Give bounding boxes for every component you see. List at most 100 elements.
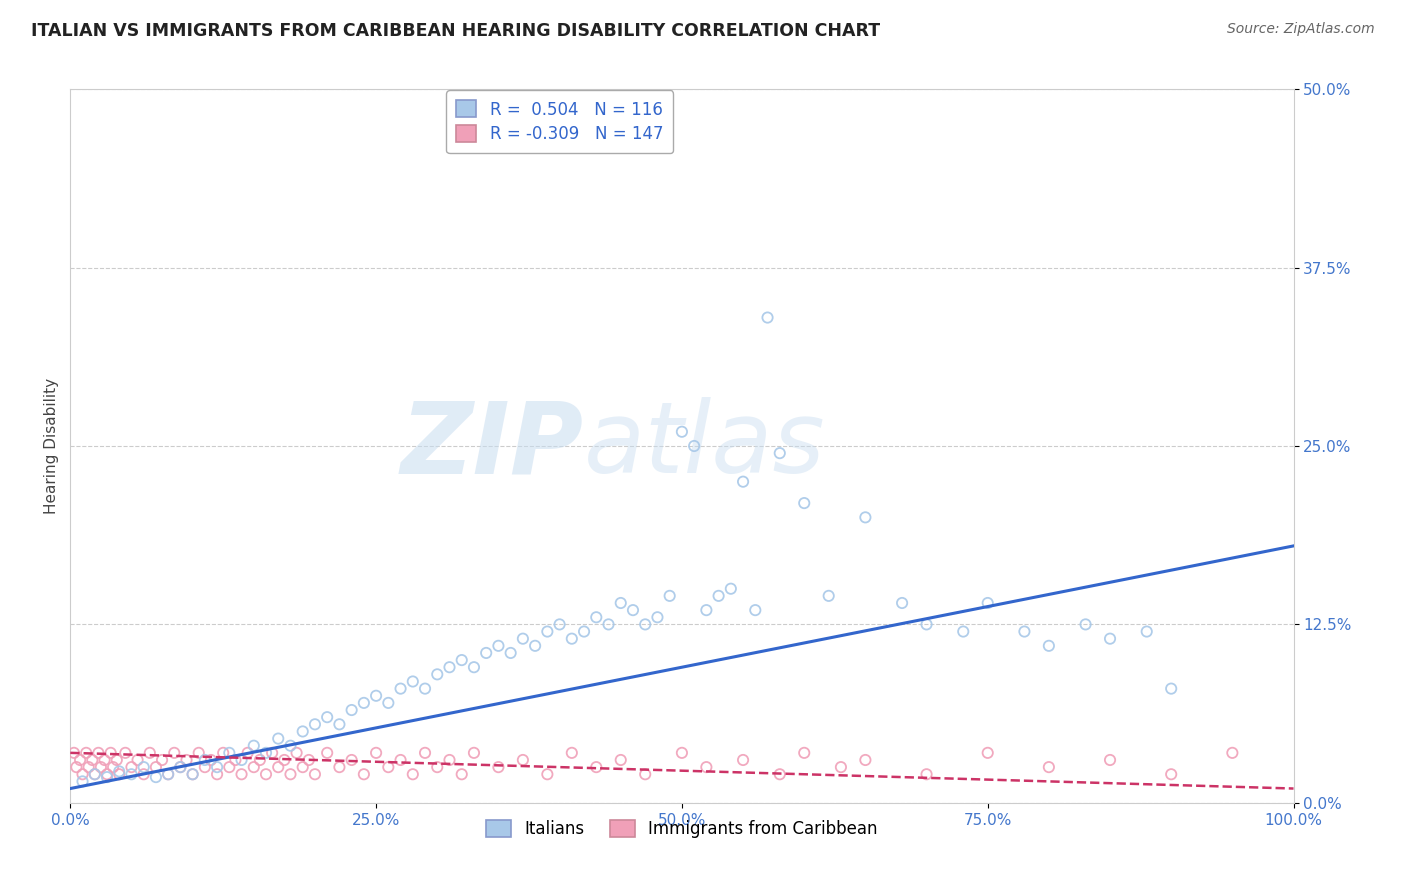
Point xyxy=(236,746,259,760)
Point xyxy=(450,653,472,667)
Point xyxy=(291,724,314,739)
Point xyxy=(610,596,633,610)
Point xyxy=(548,617,571,632)
Point xyxy=(218,760,240,774)
Point xyxy=(72,774,94,789)
Text: Source: ZipAtlas.com: Source: ZipAtlas.com xyxy=(1227,22,1375,37)
Point xyxy=(1220,746,1243,760)
Text: atlas: atlas xyxy=(583,398,825,494)
Point xyxy=(720,582,742,596)
Point xyxy=(512,753,534,767)
Point xyxy=(163,746,186,760)
Point xyxy=(1038,639,1060,653)
Point xyxy=(145,760,167,774)
Point xyxy=(101,760,124,774)
Point xyxy=(243,739,266,753)
Point xyxy=(157,767,180,781)
Point xyxy=(976,596,998,610)
Point xyxy=(285,746,308,760)
Point xyxy=(83,767,105,781)
Point xyxy=(585,610,607,624)
Point xyxy=(585,760,607,774)
Point xyxy=(231,767,253,781)
Point xyxy=(69,753,91,767)
Point xyxy=(671,425,693,439)
Point xyxy=(366,689,388,703)
Point xyxy=(439,660,461,674)
Point xyxy=(402,767,425,781)
Point xyxy=(262,746,284,760)
Point xyxy=(671,746,693,760)
Point xyxy=(114,746,136,760)
Point xyxy=(561,746,583,760)
Point xyxy=(194,760,217,774)
Point xyxy=(340,703,363,717)
Point xyxy=(108,764,131,779)
Point xyxy=(145,770,167,784)
Point xyxy=(683,439,706,453)
Point xyxy=(132,760,155,774)
Point xyxy=(139,746,162,760)
Point xyxy=(707,589,730,603)
Point xyxy=(733,475,755,489)
Point xyxy=(366,746,388,760)
Point xyxy=(426,667,449,681)
Point xyxy=(1099,632,1122,646)
Point xyxy=(1074,617,1097,632)
Point xyxy=(267,731,290,746)
Point xyxy=(488,760,510,774)
Point xyxy=(1160,767,1182,781)
Point xyxy=(316,746,339,760)
Point xyxy=(572,624,595,639)
Point xyxy=(340,753,363,767)
Point xyxy=(93,753,115,767)
Point xyxy=(194,753,217,767)
Point xyxy=(105,753,128,767)
Point xyxy=(96,767,118,781)
Point xyxy=(205,767,228,781)
Point xyxy=(512,632,534,646)
Point xyxy=(756,310,779,325)
Point xyxy=(298,753,321,767)
Point xyxy=(200,753,222,767)
Point xyxy=(280,739,302,753)
Point xyxy=(793,496,815,510)
Point xyxy=(75,746,97,760)
Point xyxy=(952,624,974,639)
Point xyxy=(536,767,558,781)
Point xyxy=(328,717,350,731)
Point xyxy=(377,696,399,710)
Point xyxy=(96,770,118,784)
Point xyxy=(891,596,914,610)
Point xyxy=(621,603,644,617)
Point xyxy=(87,746,110,760)
Point xyxy=(598,617,620,632)
Point xyxy=(561,632,583,646)
Point xyxy=(1014,624,1036,639)
Point xyxy=(413,681,436,696)
Text: ZIP: ZIP xyxy=(401,398,583,494)
Point xyxy=(426,760,449,774)
Point xyxy=(267,760,290,774)
Point xyxy=(304,717,326,731)
Point xyxy=(830,760,852,774)
Point xyxy=(450,767,472,781)
Point xyxy=(634,617,657,632)
Point xyxy=(108,767,131,781)
Point xyxy=(658,589,681,603)
Point xyxy=(536,624,558,639)
Point xyxy=(610,753,633,767)
Point xyxy=(915,767,938,781)
Point xyxy=(157,767,180,781)
Point xyxy=(377,760,399,774)
Point xyxy=(83,767,105,781)
Point xyxy=(769,446,792,460)
Point xyxy=(218,746,240,760)
Point xyxy=(169,760,191,774)
Point xyxy=(463,660,485,674)
Point xyxy=(224,753,246,767)
Point xyxy=(695,760,717,774)
Point xyxy=(249,753,271,767)
Point xyxy=(187,746,209,760)
Point xyxy=(181,767,204,781)
